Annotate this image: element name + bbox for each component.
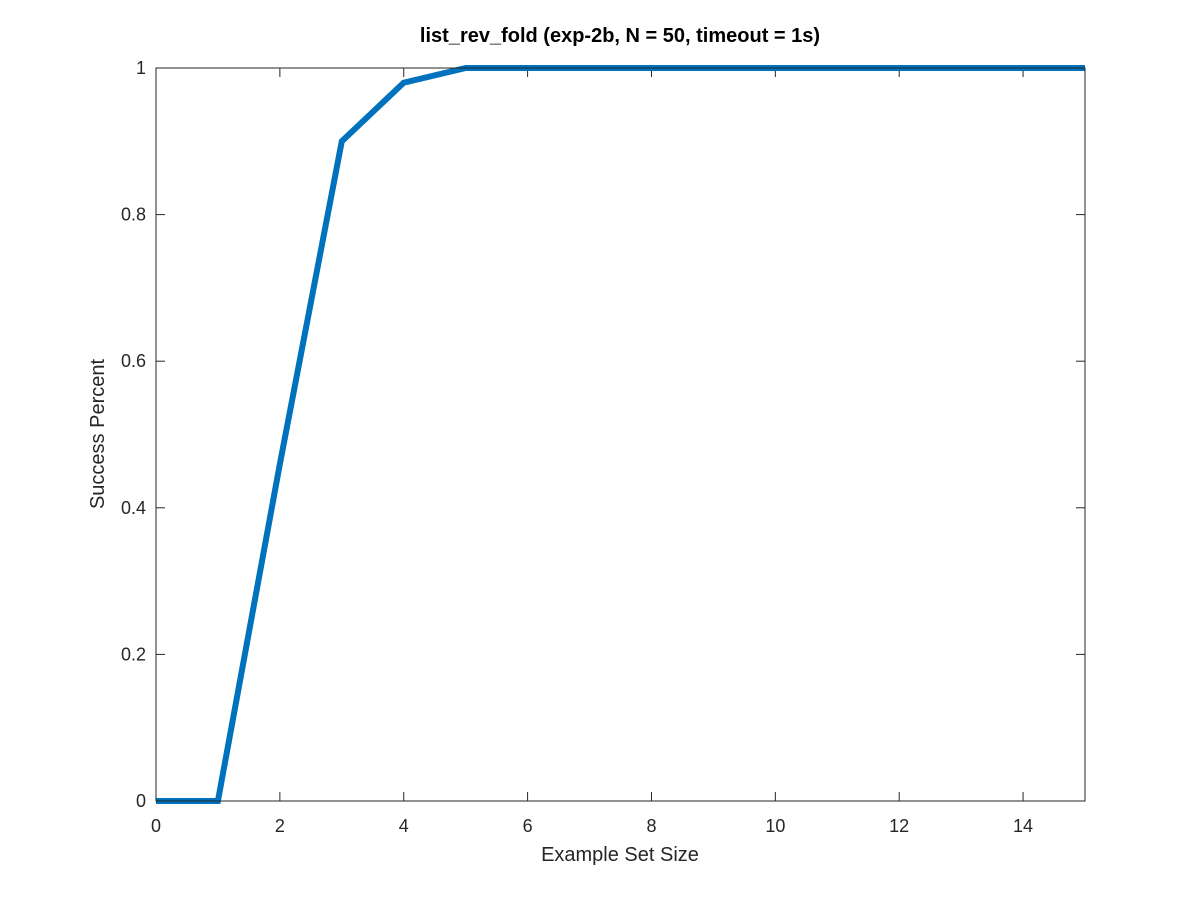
x-tick-label: 4 [399, 816, 409, 836]
x-tick-label: 10 [765, 816, 785, 836]
x-tick-label: 0 [151, 816, 161, 836]
y-tick-label: 0.8 [121, 205, 146, 225]
x-axis: 0 2 4 6 8 10 12 14 [151, 68, 1033, 836]
x-tick-label: 14 [1013, 816, 1033, 836]
x-tick-label: 8 [646, 816, 656, 836]
y-tick-label: 0.2 [121, 644, 146, 664]
y-axis-label: Success Percent [87, 359, 109, 510]
y-tick-label: 0.6 [121, 351, 146, 371]
y-tick-label: 0 [136, 791, 146, 811]
x-axis-label: Example Set Size [541, 844, 699, 866]
x-tick-label: 2 [275, 816, 285, 836]
x-tick-label: 6 [523, 816, 533, 836]
chart-title: list_rev_fold (exp-2b, N = 50, timeout =… [420, 25, 820, 47]
plot-area [156, 68, 1085, 801]
y-tick-label: 0.4 [121, 498, 146, 518]
plot-frame [155, 67, 1086, 802]
y-tick-label: 1 [136, 58, 146, 78]
x-tick-label: 12 [889, 816, 909, 836]
